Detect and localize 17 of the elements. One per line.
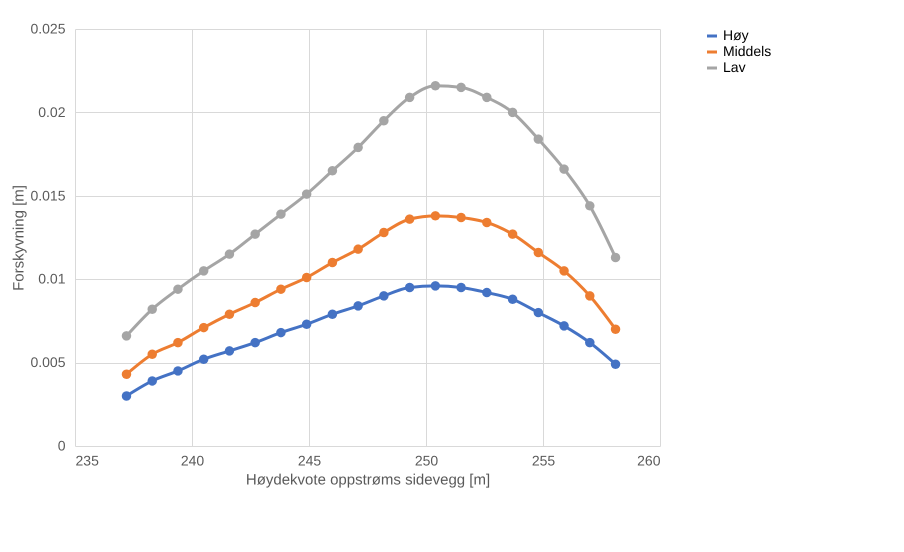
x-tick-label: 250	[414, 452, 438, 468]
y-tick-label: 0	[58, 438, 66, 454]
y-axis-title: Forskyvning [m]	[10, 185, 28, 291]
y-tick-label: 0.02	[38, 104, 66, 120]
y-tick-label: 0.025	[30, 20, 66, 36]
y-tick-label: 0.005	[30, 354, 66, 370]
y-tick-label: 0.01	[38, 270, 66, 287]
x-tick-label: 240	[180, 452, 204, 468]
legend-label: Middels	[723, 43, 772, 59]
x-tick-label: 235	[76, 452, 100, 468]
x-axis-title: Høydekvote oppstrøms sidevegg [m]	[246, 472, 490, 488]
x-tick-label: 255	[532, 452, 556, 468]
x-tick-label: 245	[298, 452, 322, 468]
legend-label: Høy	[723, 27, 749, 43]
legend-label: Lav	[723, 59, 746, 75]
x-tick-label: 260	[637, 452, 661, 468]
y-tick-label: 0.015	[30, 187, 66, 204]
